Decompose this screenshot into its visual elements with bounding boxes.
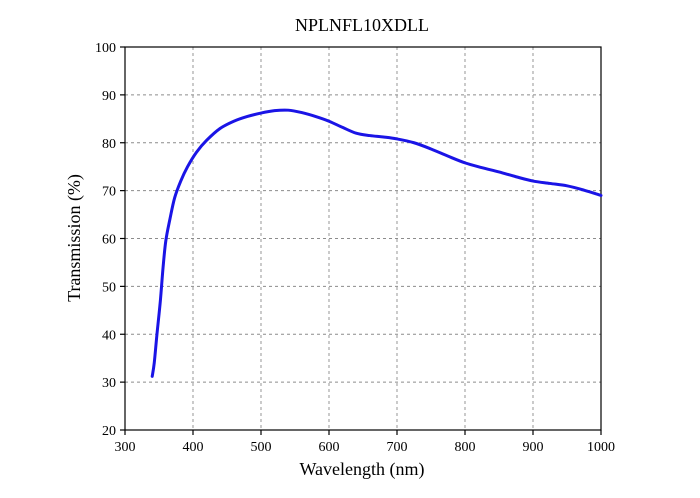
- y-axis: 20 30 40 50 60 70 80 90 100: [95, 41, 125, 439]
- x-tick-label: 300: [115, 440, 136, 455]
- y-tick-label: 100: [95, 41, 116, 56]
- x-tick-label: 700: [387, 440, 408, 455]
- x-tick-label: 600: [319, 440, 340, 455]
- gridlines: [125, 47, 601, 430]
- x-tick-label: 800: [455, 440, 476, 455]
- y-tick-label: 50: [102, 280, 116, 295]
- y-tick-label: 90: [102, 89, 116, 104]
- series-group: [150, 108, 603, 378]
- x-axis: 300 400 500 600 700 800 900 1000: [115, 430, 615, 455]
- y-tick-label: 40: [102, 328, 116, 343]
- chart-title: NPLNFL10XDLL: [295, 15, 429, 35]
- y-tick-label: 80: [102, 137, 116, 152]
- x-tick-label: 1000: [587, 440, 615, 455]
- x-tick-label: 900: [523, 440, 544, 455]
- y-tick-label: 70: [102, 185, 116, 200]
- x-axis-label: Wavelength (nm): [299, 459, 424, 480]
- x-tick-label: 500: [251, 440, 272, 455]
- y-tick-label: 60: [102, 233, 116, 248]
- y-axis-label: Transmission (%): [64, 174, 85, 302]
- y-tick-label: 30: [102, 376, 116, 391]
- transmission-series-line: [150, 108, 603, 378]
- x-tick-label: 400: [183, 440, 204, 455]
- y-tick-label: 20: [102, 424, 116, 439]
